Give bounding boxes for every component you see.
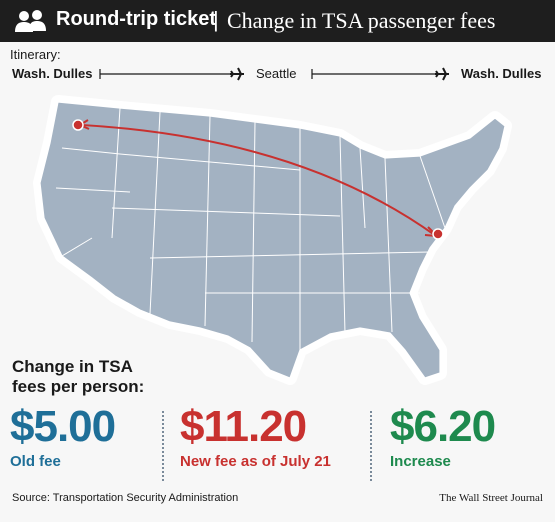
fee-increase-amount: $6.20 [390,402,496,451]
fee-increase-caption: Increase [390,453,451,470]
dulles-marker [432,228,444,240]
map-landmass [39,101,506,379]
divider [370,411,372,481]
fee-change-label: Change in TSA fees per person: [12,357,144,397]
divider [162,411,164,481]
footer: Source: Transportation Security Administ… [0,490,555,512]
itinerary-label: Itinerary: [10,47,61,62]
city-stop: Seattle [256,66,297,81]
old-fee-amount: $5.00 [10,402,116,451]
header-subtitle: Change in TSA passenger fees [227,8,496,33]
new-fee: $11.20 New fee as of July 21 [180,403,331,471]
old-fee-caption: Old fee [10,453,61,470]
fee-increase: $6.20 Increase [390,402,496,471]
publisher-credit: The Wall Street Journal [439,492,543,504]
airplane-icon [230,67,244,81]
state-borders [55,107,446,350]
us-map [33,95,512,385]
header-title: Round-trip ticket [56,8,216,30]
new-fee-caption: New fee as of July 21 [180,453,331,470]
fee-change-label-line1: Change in TSA [12,357,133,376]
old-fee: $5.00 Old fee [10,402,116,471]
header-separator: | [213,7,219,32]
source-note: Source: Transportation Security Administ… [12,492,239,504]
new-fee-amount: $11.20 [180,402,307,451]
airplane-icon [435,67,449,81]
itinerary-route: Wash. Dulles Seattle Wash. Dulles [0,62,555,90]
people-icon [15,10,46,32]
city-destination: Wash. Dulles [461,66,542,81]
header-bar: Round-trip ticket | Change in TSA passen… [0,0,555,42]
city-origin: Wash. Dulles [12,66,93,81]
fee-comparison: $5.00 Old fee $11.20 New fee as of July … [0,403,555,483]
route-line [81,124,437,237]
route-arrows [99,67,449,81]
seattle-marker [72,119,84,131]
fee-change-label-line2: fees per person: [12,377,145,396]
